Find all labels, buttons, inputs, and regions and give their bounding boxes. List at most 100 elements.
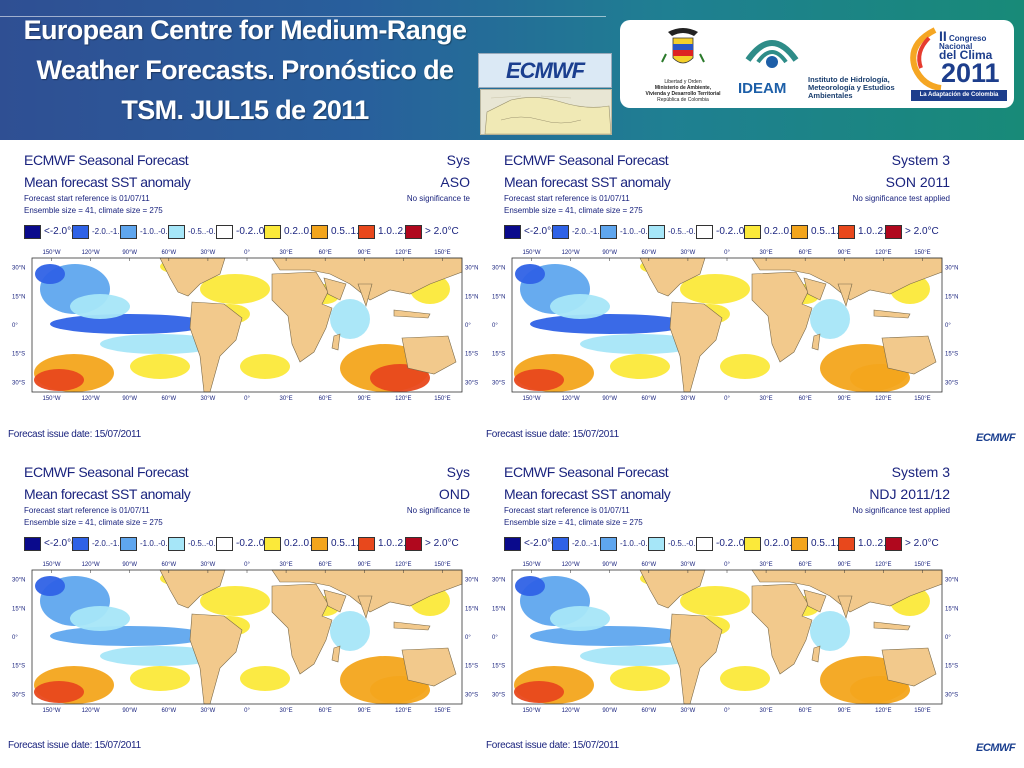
sst-anomaly-patch — [550, 606, 610, 631]
land-mass — [811, 333, 821, 351]
ecmwf-footer-logo-1: ECMWF — [976, 432, 1016, 444]
longitude-label: 150°E — [434, 250, 450, 256]
land-mass — [873, 621, 911, 631]
legend-label: <-2.0°C — [44, 226, 79, 237]
land-mass — [669, 613, 723, 705]
land-mass — [401, 335, 457, 375]
longitude-label: 150°E — [914, 396, 930, 402]
legend-label: 1.0..2.0 — [378, 538, 412, 549]
sst-anomaly-patch — [130, 666, 190, 691]
longitude-label: 90°E — [358, 396, 371, 402]
latitude-label: 15°S — [12, 352, 25, 358]
panel-season: OND — [438, 486, 470, 502]
sst-anomaly-patch — [514, 681, 564, 703]
clima-congreso: Congreso — [949, 34, 987, 43]
longitude-label: 120°E — [395, 250, 411, 256]
latitude-label: 15°S — [492, 352, 505, 358]
sst-anomaly-patch — [200, 586, 270, 616]
latitude-label: 30°S — [465, 692, 478, 698]
legend-swatch — [311, 537, 328, 551]
sst-anomaly-patch — [850, 364, 910, 392]
sst-anomaly-patch — [330, 299, 370, 339]
legend-swatch — [696, 225, 713, 239]
header-banner: European Centre for Medium-Range Weather… — [0, 0, 1024, 140]
longitude-label: 60°W — [161, 396, 176, 402]
longitude-label: 120°W — [562, 562, 580, 568]
panel-start-ref: Forecast start reference is 01/07/11 — [504, 194, 630, 203]
latitude-label: 0° — [12, 323, 18, 329]
longitude-label: 120°E — [875, 396, 891, 402]
panel-season: NDJ 2011/12 — [869, 486, 950, 502]
land-mass — [639, 257, 706, 297]
sst-anomaly-patch — [850, 676, 910, 704]
latitude-label: 15°S — [12, 664, 25, 670]
longitude-label: 90°W — [602, 396, 617, 402]
legend-label: -0.5..-0.2 — [188, 227, 221, 236]
latitude-label: 15°S — [945, 352, 958, 358]
latitude-label: 30°N — [12, 266, 25, 272]
longitude-label: 150°W — [523, 708, 541, 714]
colombia-line-1: Libertad y Orden — [664, 79, 702, 85]
legend-swatch — [72, 537, 89, 551]
sst-anomaly-patch — [680, 274, 750, 304]
sst-anomaly-patch — [530, 314, 690, 334]
ideam-name: IDEAM — [738, 80, 787, 97]
legend-label: 0.2..0.5 — [764, 538, 798, 549]
legend-swatch — [311, 225, 328, 239]
longitude-label: 90°E — [358, 250, 371, 256]
sst-anomaly-map: 150°W 150°W 120°W 120°W 90°W 90°W 60°W 60°W 30°W… — [10, 556, 480, 726]
issue-date-3: Forecast issue date: 15/07/2011 — [8, 740, 141, 751]
longitude-label: 90°W — [602, 250, 617, 256]
panel-subtitle: Mean forecast SST anomaly — [24, 486, 191, 502]
latitude-label: 15°N — [465, 606, 478, 612]
panel-subtitle: Mean forecast SST anomaly — [504, 486, 671, 502]
sst-anomaly-patch — [240, 666, 290, 691]
legend-label: <-2.0°C — [44, 538, 79, 549]
colombia-line-4: República de Colombia — [657, 97, 709, 103]
longitude-label: 30°E — [760, 396, 773, 402]
longitude-label: 60°E — [799, 396, 812, 402]
land-mass — [323, 277, 347, 301]
panel-subtitle: Mean forecast SST anomaly — [24, 174, 191, 190]
sst-anomaly-patch — [200, 274, 270, 304]
legend-label: 0.5..1.0 — [331, 538, 365, 549]
sst-anomaly-patch — [370, 676, 430, 704]
land-mass — [803, 277, 827, 301]
sst-anomaly-patch — [130, 354, 190, 379]
legend-swatch — [791, 225, 808, 239]
sst-anomaly-map: 150°W 150°W 120°W 120°W 90°W 90°W 60°W 60°W 30°W… — [490, 556, 960, 726]
land-mass — [803, 589, 827, 613]
ecmwf-logo-text: ECMWF — [505, 57, 585, 83]
longitude-label: 90°E — [838, 562, 851, 568]
longitude-label: 120°E — [875, 250, 891, 256]
latitude-label: 15°N — [945, 294, 958, 300]
land-mass — [271, 271, 333, 363]
legend-label: 0.2..0.5 — [284, 226, 318, 237]
forecast-panel-2: ECMWF Seasonal Forecast Mean forecast SS… — [482, 142, 960, 447]
longitude-label: 30°E — [280, 708, 293, 714]
sst-anomaly-patch — [70, 606, 130, 631]
legend-swatch — [744, 537, 761, 551]
latitude-label: 30°N — [12, 578, 25, 584]
clima-tagline: La Adaptación de Colombia — [911, 90, 1007, 101]
land-mass — [393, 309, 431, 319]
longitude-label: 120°W — [82, 396, 100, 402]
legend-swatch — [358, 225, 375, 239]
legend-swatch — [504, 225, 521, 239]
sst-map-svg: 150°W 150°W 120°W 120°W 90°W 90°W 60°W 60°W 30°W… — [12, 250, 478, 402]
legend-swatch — [168, 225, 185, 239]
longitude-label: 30°W — [201, 708, 216, 714]
longitude-label: 150°W — [43, 250, 61, 256]
longitude-label: 30°E — [760, 708, 773, 714]
latitude-label: 0° — [945, 635, 951, 641]
sst-anomaly-patch — [580, 646, 700, 666]
longitude-label: 90°E — [838, 250, 851, 256]
longitude-label: 120°E — [875, 562, 891, 568]
latitude-label: 15°N — [12, 294, 25, 300]
legend-swatch — [405, 537, 422, 551]
sst-legend: <-2.0°C -2.0..-1.0 -1.0..-0.5 -0.5..-0.2 -0.… — [504, 224, 960, 240]
longitude-label: 90°E — [358, 708, 371, 714]
latitude-label: 15°N — [492, 294, 505, 300]
longitude-label: 90°E — [358, 562, 371, 568]
land-mass — [189, 301, 243, 393]
